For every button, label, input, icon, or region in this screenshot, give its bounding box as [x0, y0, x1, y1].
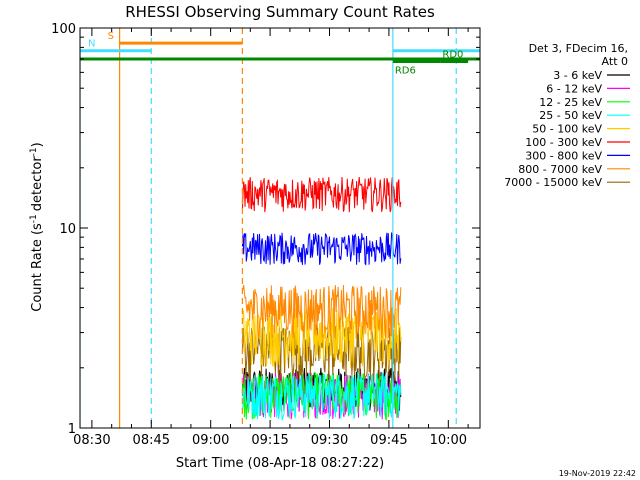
y-tick-label-0: 1 [68, 422, 76, 437]
legend-entry-0: 3 - 6 keV [553, 69, 602, 82]
series-line-4 [241, 306, 402, 368]
series-line-7 [241, 284, 402, 340]
interval-label-0: S [108, 31, 114, 42]
y-axis-label-mid: detector [30, 156, 45, 212]
x-tick-label-3: 09:15 [251, 433, 288, 448]
legend-title-line-1: Att 0 [602, 55, 628, 68]
y-axis-label: Count Rate (s-1detector-1) [29, 142, 45, 311]
x-tick-label-5: 09:45 [370, 433, 407, 448]
legend-title-line-0: Det 3, FDecim 16, [529, 42, 628, 55]
y-axis-label-sup: -1 [29, 214, 39, 223]
series-line-3 [241, 372, 402, 422]
y-tick-label-2: 100 [51, 22, 76, 37]
legend-entry-7: 800 - 7000 keV [518, 163, 602, 176]
legend-entry-5: 100 - 300 keV [525, 136, 602, 149]
plot-area: S N RD0 RD6 [80, 28, 480, 428]
plot-series-group [80, 28, 480, 428]
legend-entry-1: 6 - 12 keV [546, 82, 602, 95]
legend-entry-6: 300 - 800 keV [525, 149, 602, 162]
interval-label-5: RD6 [395, 65, 416, 76]
interval-label-4: RD0 [442, 49, 463, 60]
y-axis-label-start: Count Rate (s [30, 223, 45, 312]
interval-label-1: N [88, 39, 95, 50]
legend-entry-2: 12 - 25 keV [539, 96, 602, 109]
axis-ticks: 08:30 08:45 09:00 09:15 09:30 09:45 10:00 1 10 10… [51, 22, 480, 448]
x-tick-label-6: 10:00 [430, 433, 467, 448]
chart-title: RHESSI Observing Summary Count Rates [125, 3, 435, 21]
x-tick-label-0: 08:30 [73, 433, 110, 448]
x-tick-label-4: 09:30 [311, 433, 348, 448]
y-tick-label-1: 10 [59, 222, 76, 237]
legend-entry-8: 7000 - 15000 keV [504, 176, 602, 189]
legend-entry-3: 25 - 50 keV [539, 109, 602, 122]
x-axis-label: Start Time (08-Apr-18 08:27:22) [176, 456, 384, 471]
y-axis-label-end: ) [30, 142, 45, 147]
footer-timestamp: 19-Nov-2019 22:42 [559, 469, 636, 478]
legend-entry-4: 50 - 100 keV [532, 123, 602, 136]
series-line-5 [241, 176, 402, 213]
y-axis-label-sup-2: -1 [29, 147, 39, 156]
series-line-6 [241, 232, 402, 266]
x-tick-label-2: 09:00 [192, 433, 229, 448]
x-tick-label-1: 08:45 [133, 433, 170, 448]
